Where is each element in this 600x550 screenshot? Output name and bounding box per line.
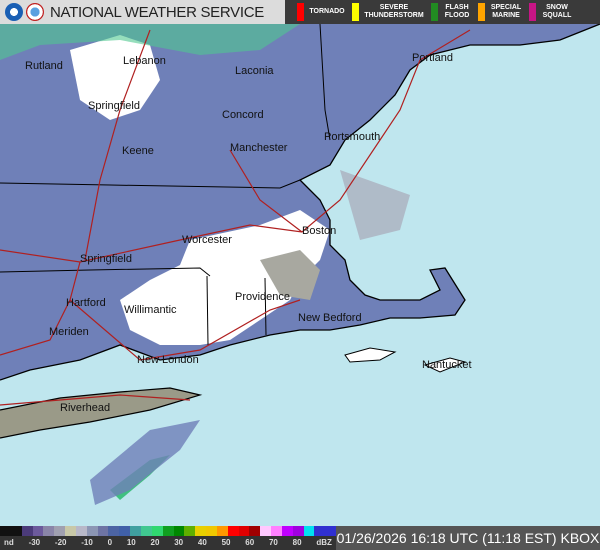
highways xyxy=(0,29,471,406)
legend-tick: dBZ xyxy=(316,538,332,547)
legend-tick: -30 xyxy=(28,538,41,547)
island-nantucket xyxy=(423,357,467,373)
long-island-coast xyxy=(0,387,203,439)
legend-swatch xyxy=(292,526,304,536)
nws-brand[interactable]: NATIONAL WEATHER SERVICE xyxy=(0,0,285,24)
island-marthas-vineyard xyxy=(344,347,397,363)
warning-legend: TORNADO SEVERE THUNDERSTORM FLASH FLOOD … xyxy=(285,0,600,24)
city-label: New Bedford xyxy=(298,312,362,324)
city-label: Manchester xyxy=(230,142,288,154)
legend-tick: 20 xyxy=(150,538,160,547)
city-label: Springfield xyxy=(88,100,140,112)
city-label: Riverhead xyxy=(60,402,111,414)
legend-tick: 30 xyxy=(174,538,184,547)
legend-swatch xyxy=(216,526,228,536)
city-label: Concord xyxy=(222,109,264,121)
city-label: Providence xyxy=(235,291,291,303)
legend-swatch xyxy=(238,526,250,536)
legend-swatch xyxy=(195,526,207,536)
legend-swatch xyxy=(130,526,141,536)
legend-swatch xyxy=(314,526,326,536)
warning-snow-squall: SNOW SQUALL xyxy=(529,3,574,21)
legend-swatch xyxy=(281,526,293,536)
legend-swatch xyxy=(325,526,337,536)
warning-special-marine: SPECIAL MARINE xyxy=(478,3,523,21)
nws-logo-icon xyxy=(26,3,44,21)
city-label: Portsmouth xyxy=(324,131,381,143)
header-bar: NATIONAL WEATHER SERVICE TORNADO SEVERE … xyxy=(0,0,600,24)
legend-swatch xyxy=(54,526,66,536)
city-label: New London xyxy=(137,354,199,366)
city-label: Boston xyxy=(302,225,337,237)
coastline xyxy=(0,23,600,381)
legend-tick: 50 xyxy=(221,538,231,547)
legend-tick: -20 xyxy=(54,538,67,547)
legend-swatch xyxy=(271,526,282,536)
dbz-color-bar xyxy=(0,526,337,536)
legend-swatch xyxy=(140,526,152,536)
legend-swatch xyxy=(162,526,174,536)
legend-tick: 70 xyxy=(268,538,278,547)
legend-swatch xyxy=(184,526,196,536)
city-label: Willimantic xyxy=(124,304,177,316)
timestamp: 01/26/2026 16:18 UTC (11:18 EST) KBOX xyxy=(336,526,600,550)
radar-white-north xyxy=(70,35,160,120)
page-title: NATIONAL WEATHER SERVICE xyxy=(50,3,264,21)
legend-swatch xyxy=(43,526,55,536)
city-label: Springfield xyxy=(80,253,132,265)
legend-swatch xyxy=(0,526,11,536)
legend-tick: 60 xyxy=(245,538,255,547)
legend-swatch xyxy=(173,526,185,536)
warning-tornado: TORNADO xyxy=(297,3,346,21)
legend-swatch xyxy=(10,526,22,536)
radar-blue-band xyxy=(90,420,200,505)
legend-swatch xyxy=(86,526,98,536)
legend-tick: 10 xyxy=(126,538,136,547)
legend-swatch xyxy=(75,526,87,536)
legend-swatch xyxy=(119,526,131,536)
state-borders xyxy=(0,23,331,346)
city-label: Meriden xyxy=(49,326,89,338)
legend-swatch xyxy=(65,526,76,536)
radar-white-area xyxy=(120,210,330,345)
legend-swatch xyxy=(260,526,272,536)
city-label: Worcester xyxy=(182,234,232,246)
radar-gray-boston xyxy=(260,250,320,300)
city-label: Lebanon xyxy=(123,55,166,67)
footer-bar: nd -30 -20 -10 0 10 20 30 40 50 60 70 80 dBZ 01/26/20… xyxy=(0,526,600,550)
legend-tick: 40 xyxy=(197,538,207,547)
legend-swatch xyxy=(97,526,109,536)
legend-tick: 0 xyxy=(107,538,113,547)
legend-swatch xyxy=(32,526,44,536)
radar-offshore-gray xyxy=(340,170,410,240)
city-label: Hartford xyxy=(66,297,106,309)
city-label: Nantucket xyxy=(422,359,472,371)
warning-severe-thunderstorm: SEVERE THUNDERSTORM xyxy=(352,3,425,21)
city-label: Keene xyxy=(122,145,154,157)
legend-tick: 80 xyxy=(292,538,302,547)
city-label: Portland xyxy=(412,52,453,64)
radar-green-north xyxy=(0,24,300,60)
legend-swatch xyxy=(206,526,217,536)
city-label: Rutland xyxy=(25,60,63,72)
legend-tick: nd xyxy=(4,538,14,547)
warning-flash-flood: FLASH FLOOD xyxy=(431,3,472,21)
legend-swatch xyxy=(249,526,261,536)
legend-swatch xyxy=(108,526,120,536)
legend-swatch xyxy=(21,526,33,536)
legend-swatch xyxy=(303,526,315,536)
legend-swatch xyxy=(151,526,163,536)
noaa-logo-icon xyxy=(5,3,23,21)
dbz-color-legend: nd -30 -20 -10 0 10 20 30 40 50 60 70 80 dBZ xyxy=(0,526,337,550)
city-label: Laconia xyxy=(235,65,274,77)
legend-tick: -10 xyxy=(81,538,93,547)
legend-swatch xyxy=(227,526,239,536)
dbz-ticks: nd -30 -20 -10 0 10 20 30 40 50 60 70 80 dBZ xyxy=(0,536,336,547)
